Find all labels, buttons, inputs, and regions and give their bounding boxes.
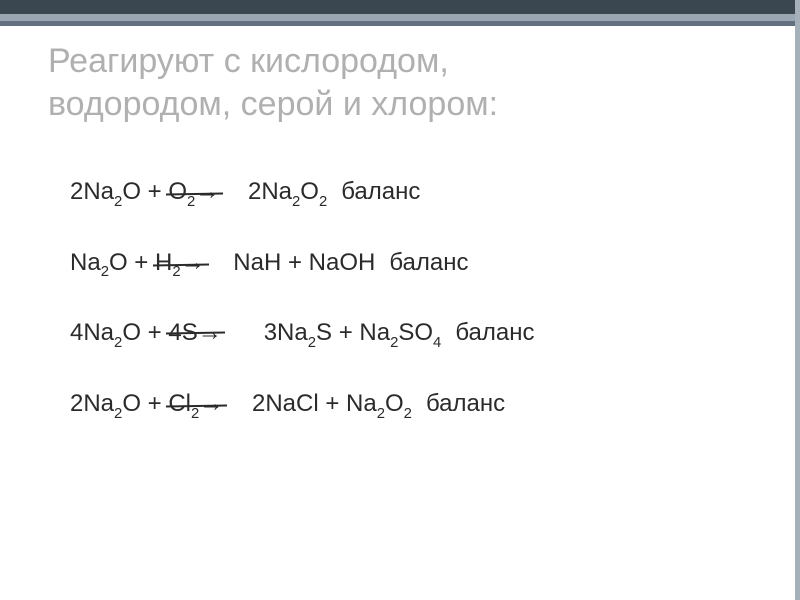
eq3-lhs-b-strike: 4S→ [168, 321, 223, 345]
eq3-rhs-a3-sub: 4 [433, 335, 441, 351]
eq2-lhs-b1: H [155, 249, 172, 276]
eq4-rhs-a2: O [385, 390, 404, 417]
balance-label: баланс [455, 319, 534, 346]
equations-block: 2Na2O + O2→ 2Na2O2баланс Na2O + H2→ NaH … [70, 180, 760, 463]
eq3-lhs-a1-sub: 2 [114, 335, 122, 351]
eq3-rhs-a3: SO [398, 319, 433, 346]
title-line-1: Реагируют с кислородом, [48, 42, 449, 80]
eq4-rhs-a1-sub: 2 [377, 406, 385, 422]
arrow-icon: → [195, 180, 219, 204]
eq4-lhs-a1-sub: 2 [114, 406, 122, 422]
arrow-icon: → [199, 392, 223, 416]
eq4-lhs-b-strike: Cl2→ [168, 392, 225, 421]
eq2-lhs-a2: O [109, 249, 128, 276]
eq3-lhs-a1: 4Na [70, 319, 114, 346]
eq4-lhs-b1: Cl [168, 390, 191, 417]
eq4-lhs-b1-sub: 2 [191, 406, 199, 422]
top-bar-2 [0, 14, 800, 21]
arrow-icon: → [181, 251, 205, 275]
balance-label: баланс [341, 178, 420, 205]
eq3-lhs-a2: O [122, 319, 141, 346]
arrow-icon: → [198, 321, 222, 345]
eq4-plus: + [141, 390, 168, 417]
eq1-lhs-b1: O [168, 178, 187, 205]
top-bar-1 [0, 0, 800, 14]
eq1-rhs-a2: O [300, 178, 319, 205]
equation-row-3: 4Na2O + 4S→ 3Na2S + Na2SO4баланс [70, 321, 760, 350]
eq1-rhs-a1-sub: 2 [292, 194, 300, 210]
eq3-rhs-a2: S + Na [316, 319, 390, 346]
eq1-plus: + [141, 178, 168, 205]
eq1-rhs-a1: 2Na [221, 178, 292, 205]
eq1-lhs-b-strike: O2→ [168, 180, 221, 209]
slide-title: Реагируют с кислородом, водородом, серой… [48, 40, 760, 125]
eq1-lhs-a1: 2Na [70, 178, 114, 205]
eq1-lhs-a2: O [122, 178, 141, 205]
slide: Реагируют с кислородом, водородом, серой… [0, 0, 800, 600]
eq4-rhs-a1: 2NaCl + Na [225, 390, 376, 417]
eq1-lhs-b1-sub: 2 [187, 194, 195, 210]
eq3-plus: + [141, 319, 168, 346]
eq1-rhs-a2-sub: 2 [319, 194, 327, 210]
eq2-lhs-b1-sub: 2 [172, 264, 180, 280]
eq3-lhs-b1: 4S [168, 319, 197, 346]
balance-label: баланс [426, 390, 505, 417]
eq2-plus: + [128, 249, 155, 276]
eq3-rhs-a2-sub: 2 [390, 335, 398, 351]
eq3-rhs-a1-sub: 2 [308, 335, 316, 351]
eq1-lhs-a1-sub: 2 [114, 194, 122, 210]
decorative-top-bars [0, 0, 800, 28]
balance-label: баланс [389, 249, 468, 276]
top-bar-3 [0, 21, 800, 26]
eq2-lhs-b-strike: H2→ [155, 251, 207, 280]
equation-row-4: 2Na2O + Cl2→ 2NaCl + Na2O2баланс [70, 392, 760, 421]
eq2-lhs-a1-sub: 2 [101, 264, 109, 280]
eq4-lhs-a2: O [122, 390, 141, 417]
equation-row-2: Na2O + H2→ NaH + NaOHбаланс [70, 251, 760, 280]
eq3-rhs-a1: 3Na [224, 319, 308, 346]
equation-row-1: 2Na2O + O2→ 2Na2O2баланс [70, 180, 760, 209]
eq4-rhs-a2-sub: 2 [404, 406, 412, 422]
title-line-2: водородом, серой и хлором: [48, 85, 498, 123]
eq2-lhs-a1: Na [70, 249, 101, 276]
eq2-rhs: NaH + NaOH [207, 249, 376, 276]
eq4-lhs-a1: 2Na [70, 390, 114, 417]
right-edge-bar [795, 0, 800, 600]
